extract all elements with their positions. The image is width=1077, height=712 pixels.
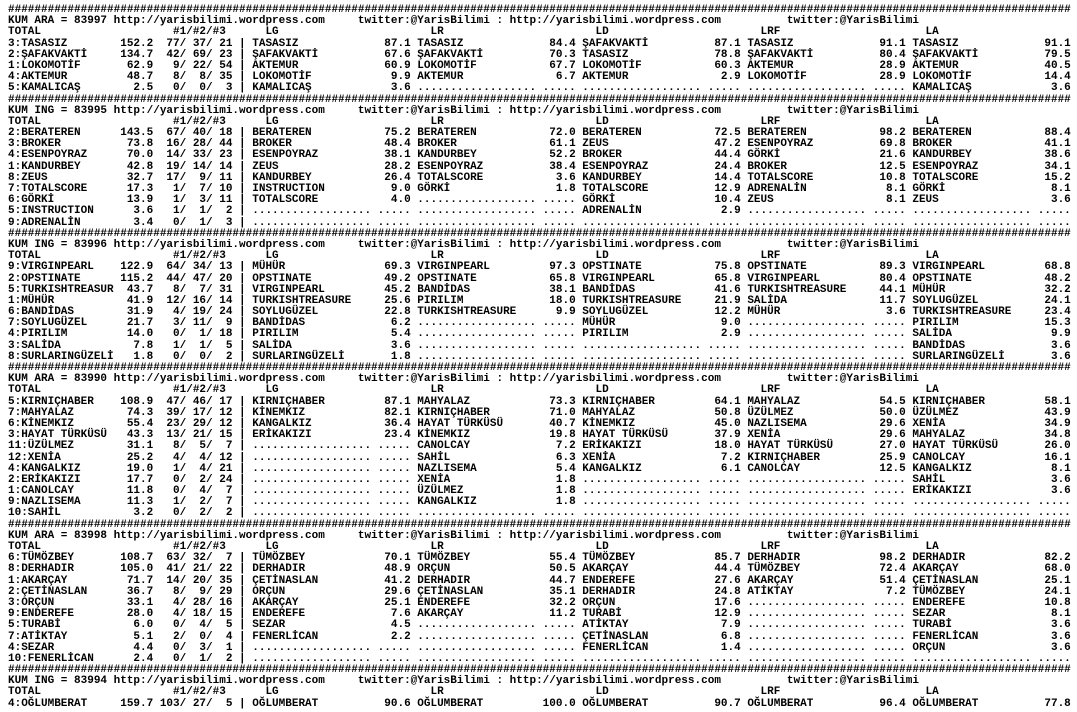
horse-row: 6:TÜMÖZBEY 108.7 63/ 32/ 7 | TÜMÖZBEY 70… [8, 552, 1071, 565]
horse-row: 11:ÜZÜLMEZ 31.1 8/ 5/ 7 | ..............… [8, 440, 1071, 453]
horse-row: 10:SAHİL 3.2 0/ 2/ 2 | .................… [8, 507, 1071, 520]
column-header-line: TOTAL #1/#2/#3 LG LR LD LRF LA [8, 686, 939, 699]
horse-row: 8:DERHADIR 105.0 41/ 21/ 22 | DERHADIR 4… [8, 563, 1071, 576]
horse-row: 2:ŞAFAKVAKTİ 134.7 42/ 69/ 23 | ŞAFAKVAK… [8, 48, 1071, 61]
horse-row: 9:VIRGINPEARL 122.9 64/ 34/ 13 | MÜHÜR 6… [8, 261, 1071, 274]
horse-row: 8:SURLARINGÜZELİ 1.8 0/ 0/ 2 | SURLARING… [8, 350, 1071, 363]
horse-row: 10:FENERLİCAN 2.4 0/ 1/ 2 | ............… [8, 652, 1071, 665]
horse-row: 3:SALİDA 7.8 1/ 1/ 5 | SALİDA 3.6 ......… [8, 339, 1071, 352]
horse-row: 3:ORÇUN 33.1 4/ 28/ 16 | AKARÇAY 25.1 EN… [8, 596, 1071, 609]
separator-line: ########################################… [8, 362, 1071, 374]
horse-row: 4:AKTEMUR 48.7 8/ 8/ 35 | LOKOMOTİF 9.9 … [8, 71, 1071, 84]
horse-row: 5:TURKISHTREASUR 43.7 8/ 7/ 31 | VIRGINP… [8, 283, 1071, 296]
horse-row: 6:GÖRKİ 13.9 1/ 3/ 11 | TOTALSCORE 4.0 .… [8, 194, 1071, 207]
race-block: ########################################… [8, 362, 1077, 520]
horse-row: 2:BERATEREN 143.5 67/ 40/ 18 | BERATEREN… [8, 127, 1071, 140]
horse-row: 1:MÜHÜR 41.9 12/ 16/ 14 | TURKISHTREASUR… [8, 294, 1071, 307]
block-title-line: KUM ING = 83995 http://yarisbilimi.wordp… [8, 104, 919, 117]
race-block: ########################################… [8, 518, 1077, 665]
horse-row: 7:ATİKTAY 5.1 2/ 0/ 4 | FENERLİCAN 2.2 .… [8, 630, 1071, 643]
column-header-line: TOTAL #1/#2/#3 LG LR LD LRF LA [8, 26, 939, 39]
horse-row: 6:BANDİDAS 31.9 4/ 19/ 24 | SOYLUGÜZEL 2… [8, 306, 1071, 319]
horse-row: 5:KAMALICAŞ 2.5 0/ 0/ 3 | KAMALICAŞ 3.6 … [8, 82, 1071, 95]
horse-row: 4:SEZAR 4.4 0/ 3/ 1 | ..................… [8, 641, 1071, 654]
horse-row: 9:NAZLISEMA 11.3 1/ 2/ 7 | .............… [8, 496, 1071, 509]
horse-row: 7:TOTALSCORE 17.3 1/ 7/ 10 | INSTRUCTION… [8, 183, 1071, 195]
horse-row: 2:ERİKAKIZI 17.7 0/ 2/ 24 | ............… [8, 473, 1071, 486]
horse-row: 4:ESENPOYRAZ 70.0 14/ 33/ 23 | ESENPOYRA… [8, 149, 1071, 162]
horse-row: 1:KANDURBEY 42.8 19/ 14/ 14 | ZEUS 28.2 … [8, 160, 1071, 173]
horse-row: 3:HAYAT TÜRKÜSÜ 43.3 13/ 21/ 15 | ERİKAK… [8, 429, 1071, 442]
separator-line: ########################################… [8, 4, 1071, 16]
block-title-line: KUM ING = 83994 http://yarisbilimi.wordp… [8, 675, 919, 688]
horse-row: 7:MAHYALAZ 74.3 39/ 17/ 12 | KİNEMKIZ 82… [8, 406, 1071, 419]
column-header-line: TOTAL #1/#2/#3 LG LR LD LRF LA [8, 250, 939, 263]
horse-row: 3:TASASIZ 152.2 77/ 37/ 21 | TASASIZ 87.… [8, 37, 1071, 50]
block-title-line: KUM ARA = 83990 http://yarisbilimi.wordp… [8, 373, 919, 386]
horse-row: 1:CANOLCAY 11.8 0/ 4/ 7 | ..............… [8, 485, 1071, 498]
horse-row: 9:ADRENALİN 3.4 0/ 1/ 3 | ..............… [8, 216, 1071, 229]
race-block: ########################################… [8, 93, 1077, 229]
horse-row: 5:INSTRUCTION 3.6 1/ 1/ 2 | ............… [8, 205, 1071, 218]
separator-line: ########################################… [8, 664, 1071, 677]
horse-row: 4:OĞLUMBERAT 159.7 103/ 27/ 5 | OĞLUMBER… [8, 697, 1071, 710]
separator-line: ########################################… [8, 93, 1071, 106]
block-title-line: KUM ING = 83996 http://yarisbilimi.wordp… [8, 238, 919, 251]
column-header-line: TOTAL #1/#2/#3 LG LR LD LRF LA [8, 541, 939, 553]
horse-row: 12:XENİA 25.2 4/ 4/ 12 | ...............… [8, 451, 1071, 464]
separator-line: ########################################… [8, 518, 1071, 531]
horse-row: 5:TURABİ 6.0 0/ 4/ 5 | SEZAR 4.5 .......… [8, 619, 1071, 632]
race-block: ########################################… [8, 664, 1077, 710]
horse-row: 5:KIRNIÇHABER 108.9 47/ 46/ 17 | KIRNIÇH… [8, 395, 1071, 408]
separator-line: ########################################… [8, 227, 1071, 240]
horse-row: 4:KANGALKIZ 19.0 1/ 4/ 21 | ............… [8, 462, 1071, 475]
column-header-line: TOTAL #1/#2/#3 LG LR LD LRF LA [8, 384, 939, 397]
horse-row: 8:ZEUS 32.7 17/ 9/ 11 | KANDURBEY 26.4 T… [8, 171, 1071, 184]
block-title-line: KUM ARA = 83998 http://yarisbilimi.wordp… [8, 529, 919, 542]
horse-row: 1:LOKOMOTİF 62.9 9/ 22/ 54 | AKTEMUR 60.… [8, 59, 1071, 72]
horse-row: 7:SOYLUGÜZEL 21.7 3/ 11/ 9 | BANDİDAS 6.… [8, 317, 1071, 330]
horse-row: 2:ÇETİNASLAN 36.7 8/ 9/ 29 | ORÇUN 29.6 … [8, 585, 1071, 598]
horse-row: 3:BROKER 73.8 16/ 28/ 44 | BROKER 48.4 B… [8, 138, 1071, 151]
race-block: ########################################… [8, 227, 1077, 363]
horse-row: 2:OPSTINATE 115.2 44/ 47/ 20 | OPSTINATE… [8, 272, 1071, 285]
horse-row: 9:ENDEREFE 28.0 4/ 18/ 15 | ENDEREFE 7.6… [8, 608, 1071, 621]
horse-row: 1:AKARÇAY 71.7 14/ 20/ 35 | ÇETİNASLAN 4… [8, 574, 1071, 587]
horse-row: 6:KİNEMKIZ 55.4 23/ 29/ 12 | KANGALKIZ 3… [8, 417, 1071, 430]
block-title-line: KUM ARA = 83997 http://yarisbilimi.wordp… [8, 15, 919, 28]
column-header-line: TOTAL #1/#2/#3 LG LR LD LRF LA [8, 115, 939, 128]
race-block: ########################################… [8, 4, 1077, 95]
horse-row: 4:PIRILIM 14.0 0/ 1/ 18 | PIRILIM 5.4 ..… [8, 328, 1071, 341]
